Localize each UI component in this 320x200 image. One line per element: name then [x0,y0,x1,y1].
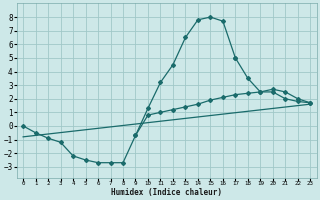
X-axis label: Humidex (Indice chaleur): Humidex (Indice chaleur) [111,188,222,197]
